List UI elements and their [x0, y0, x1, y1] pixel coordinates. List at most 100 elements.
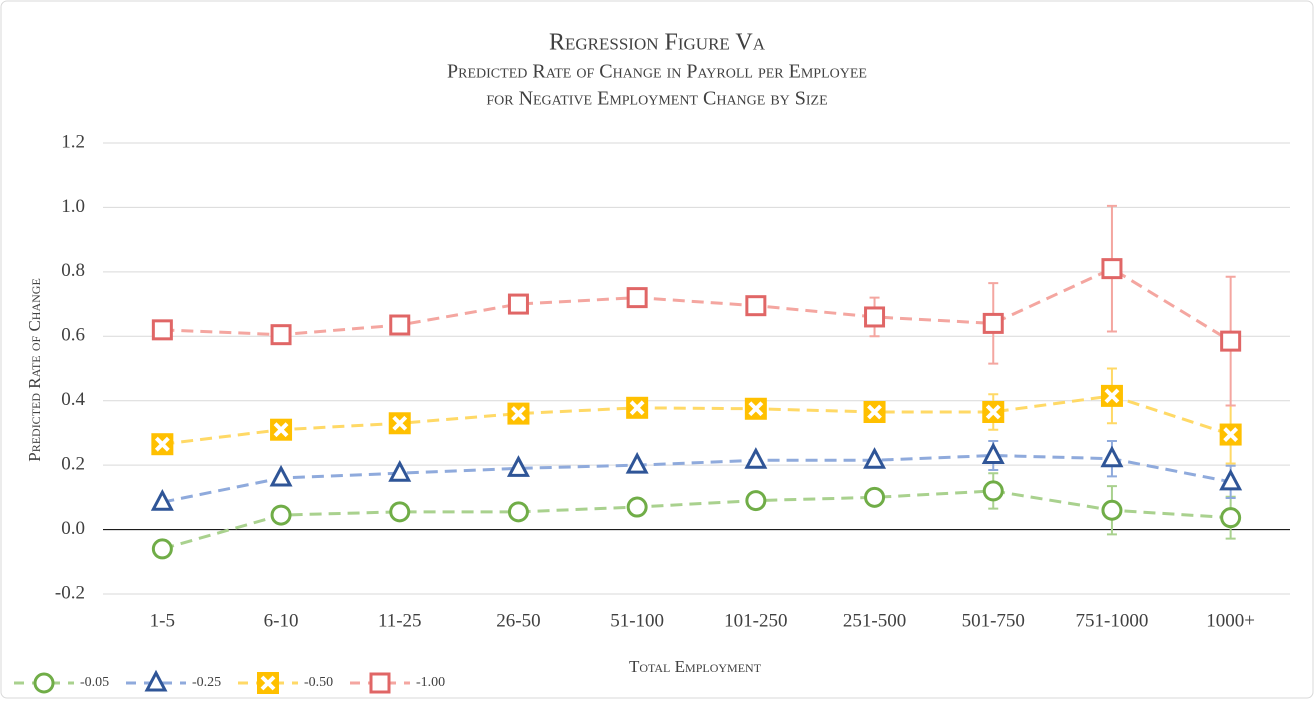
- x-tick-label: 6-10: [264, 610, 299, 631]
- marker-shape: [1219, 468, 1243, 491]
- marker-shape: [629, 400, 645, 416]
- marker-shape: [392, 415, 408, 431]
- chart-subtitle: for Negative Employment Change by Size: [486, 88, 827, 110]
- legend-label: -1.00: [416, 675, 445, 690]
- marker-shape: [864, 306, 886, 328]
- legend-item: -0.50: [238, 672, 333, 694]
- marker-shape: [260, 675, 276, 691]
- series-line: [162, 266, 1232, 343]
- marker: [626, 287, 648, 309]
- marker: [1100, 445, 1124, 468]
- marker: [626, 396, 649, 419]
- marker: [270, 324, 292, 346]
- marker: [507, 501, 529, 523]
- marker: [982, 400, 1005, 423]
- marker: [507, 402, 530, 425]
- marker-shape: [507, 501, 529, 523]
- y-tick-label: 0.0: [61, 518, 85, 539]
- marker: [1220, 330, 1242, 352]
- marker: [389, 314, 411, 336]
- marker: [745, 490, 767, 512]
- marker-shape: [273, 422, 289, 438]
- marker-shape: [369, 672, 391, 694]
- marker-shape: [981, 442, 1005, 464]
- marker: [270, 418, 293, 441]
- series-line: [162, 453, 1231, 504]
- y-tick-label: 0.4: [61, 389, 85, 410]
- y-tick-label: 1.2: [61, 131, 85, 152]
- series-line: [161, 489, 1231, 551]
- marker: [1101, 258, 1123, 280]
- marker: [388, 412, 411, 435]
- marker: [507, 293, 529, 315]
- chart-title: Regression Figure Va: [549, 30, 766, 56]
- legend-item: -0.05: [14, 672, 109, 694]
- marker: [863, 447, 887, 469]
- x-tick-label: 26-50: [496, 610, 540, 631]
- marker-shape: [1220, 507, 1242, 529]
- y-tick-label: -0.2: [55, 582, 85, 603]
- marker: [1219, 423, 1242, 446]
- x-tick-label: 1000+: [1206, 610, 1255, 631]
- marker-shape: [506, 455, 530, 477]
- marker: [144, 669, 168, 692]
- marker: [626, 496, 648, 518]
- marker-shape: [867, 404, 882, 420]
- marker-shape: [982, 480, 1004, 502]
- marker-shape: [1104, 388, 1120, 404]
- marker: [745, 295, 767, 317]
- marker-shape: [985, 404, 1001, 420]
- marker: [982, 480, 1004, 502]
- marker: [151, 319, 173, 341]
- marker: [151, 538, 173, 560]
- marker-shape: [151, 319, 173, 341]
- marker-shape: [1220, 330, 1242, 352]
- y-tick-label: 1.0: [61, 196, 85, 217]
- marker: [150, 488, 174, 511]
- marker-shape: [1100, 445, 1124, 468]
- legend-label: -0.05: [80, 675, 109, 690]
- legend-label: -0.25: [192, 675, 221, 690]
- marker-shape: [745, 295, 767, 317]
- marker: [864, 306, 886, 328]
- marker: [1219, 468, 1243, 491]
- marker: [1220, 507, 1242, 529]
- marker-shape: [269, 464, 293, 487]
- marker-shape: [507, 293, 529, 315]
- marker: [270, 504, 292, 526]
- marker-shape: [154, 436, 170, 452]
- marker: [744, 447, 768, 469]
- series-line: [162, 394, 1232, 446]
- y-tick-label: 0.6: [61, 325, 85, 346]
- marker-shape: [626, 496, 648, 518]
- marker-shape: [744, 447, 768, 469]
- marker: [506, 455, 530, 477]
- marker-shape: [1223, 427, 1239, 442]
- x-tick-label: 751-1000: [1076, 610, 1149, 631]
- x-tick-label: 11-25: [378, 610, 422, 631]
- marker: [269, 464, 293, 487]
- marker-shape: [745, 490, 767, 512]
- x-tick-label: 51-100: [610, 610, 664, 631]
- x-tick-label: 1-5: [150, 610, 175, 631]
- marker-shape: [864, 486, 886, 508]
- marker: [625, 451, 649, 474]
- y-tick-label: 0.8: [61, 260, 85, 281]
- x-tick-label: 501-750: [962, 610, 1025, 631]
- x-tick-label: 101-250: [724, 610, 787, 631]
- marker-shape: [389, 314, 411, 336]
- marker-shape: [748, 401, 764, 417]
- marker-shape: [1101, 499, 1123, 521]
- marker-shape: [33, 672, 55, 694]
- marker: [388, 459, 412, 482]
- marker-shape: [388, 459, 412, 482]
- legend-item: -1.00: [350, 672, 445, 694]
- marker-shape: [626, 287, 648, 309]
- marker: [1101, 499, 1123, 521]
- marker: [33, 672, 55, 694]
- marker-shape: [625, 451, 649, 474]
- marker: [982, 312, 1004, 334]
- marker-shape: [982, 312, 1004, 334]
- marker: [151, 433, 174, 456]
